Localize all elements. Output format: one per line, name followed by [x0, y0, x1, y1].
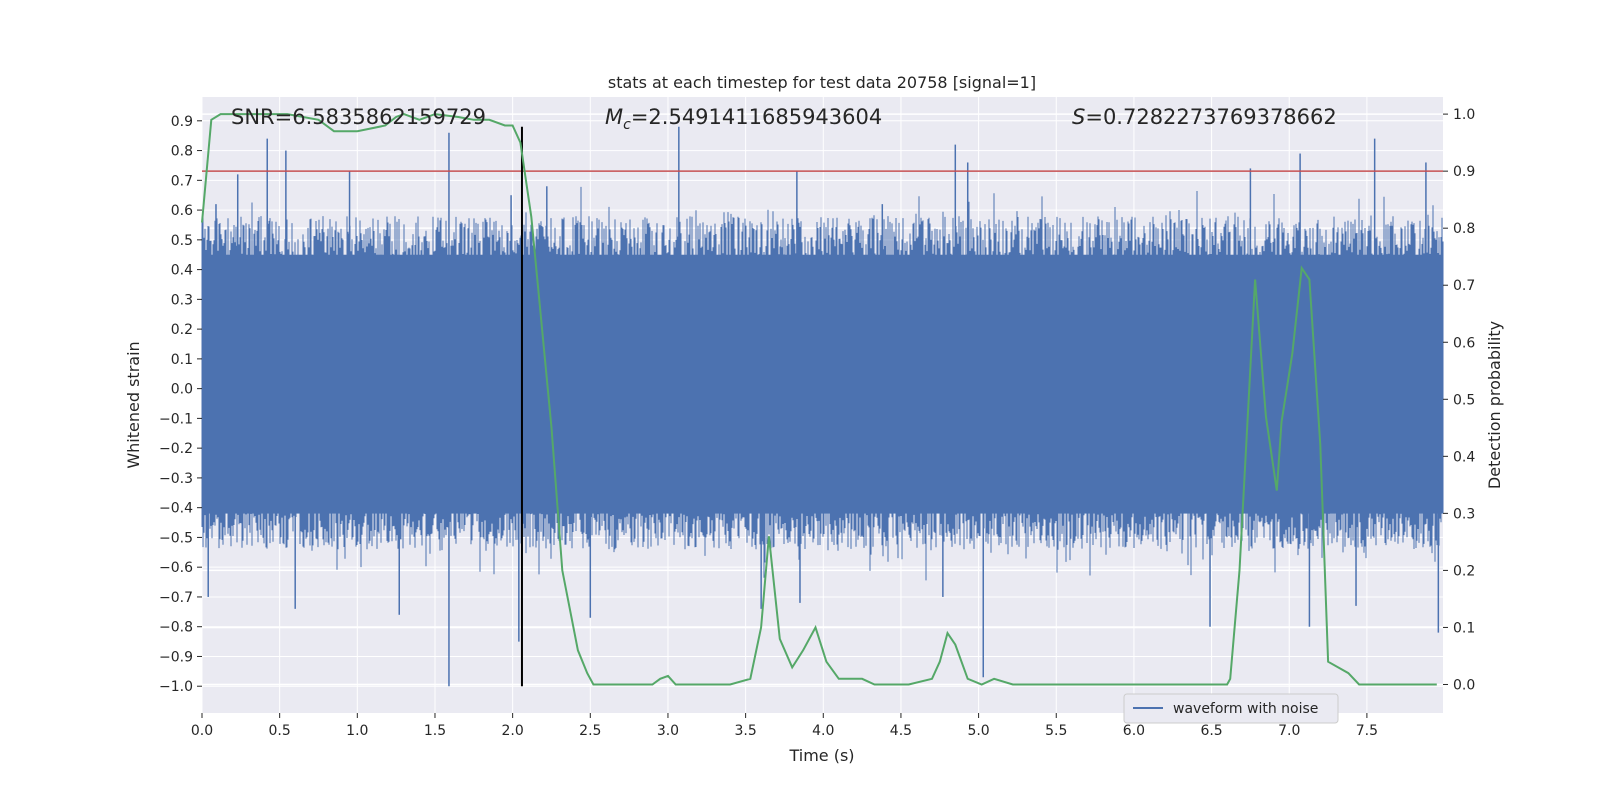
- y2-tick-label: 0.4: [1453, 449, 1475, 465]
- x-tick-label: 5.5: [1045, 723, 1067, 739]
- x-tick-label: 3.5: [734, 723, 756, 739]
- x-tick-label: 2.0: [502, 723, 524, 739]
- y2-tick-label: 0.1: [1453, 620, 1475, 636]
- x-tick-label: 7.0: [1278, 723, 1300, 739]
- s-symbol: S: [1072, 105, 1085, 129]
- waveform-with-noise-series: [201, 126, 1444, 687]
- y-tick-label: 0.5: [171, 233, 193, 249]
- y-tick-label: −0.1: [159, 411, 193, 427]
- x-tick-label: 4.5: [890, 723, 912, 739]
- s-value: =0.7282273769378662: [1085, 105, 1336, 129]
- x-axis-ticks: 0.0 0.5 1.0 1.5 2.0 2.5 3.0 3.5 4.0 4.5 5.0 5.5 6.0 6…: [191, 713, 1378, 739]
- s-annotation: S=0.7282273769378662: [1072, 105, 1337, 129]
- x-tick-label: 5.0: [967, 723, 989, 739]
- legend-box: [1123, 693, 1339, 724]
- y2-tick-label: 0.9: [1453, 164, 1475, 180]
- y-axis-ticks: 0.9 0.8 0.7 0.6 0.5 0.4 0.3 0.2 0.1 0.0 −0.1 −0.2 −0…: [159, 114, 202, 695]
- y-tick-label: −0.2: [159, 441, 193, 457]
- x-tick-label: 2.5: [579, 723, 601, 739]
- chirp-mass-annotation: Mc=2.5491411685943604: [605, 105, 882, 133]
- y2-tick-label: 0.3: [1453, 506, 1475, 522]
- snr-annotation: SNR=6.5835862159729: [231, 105, 486, 129]
- y-tick-label: 0.7: [171, 173, 193, 189]
- y2-tick-label: 0.7: [1453, 278, 1475, 294]
- y-tick-label: −0.8: [159, 620, 193, 636]
- y-tick-label: −0.9: [159, 649, 193, 665]
- y-tick-label: 0.0: [171, 382, 193, 398]
- x-tick-label: 0.0: [191, 723, 213, 739]
- y-tick-label: 0.4: [171, 263, 193, 279]
- detection-probability-line: [201, 113, 1437, 686]
- x-tick-label: 3.0: [657, 723, 679, 739]
- y2-tick-label: 1.0: [1453, 107, 1475, 123]
- legend-label: waveform with noise: [1173, 701, 1318, 717]
- y2-axis-label: Detection probability: [1485, 321, 1504, 489]
- x-tick-label: 4.0: [812, 723, 834, 739]
- y2-tick-label: 0.5: [1453, 392, 1475, 408]
- x-tick-label: 1.5: [424, 723, 446, 739]
- y-tick-label: 0.6: [171, 203, 193, 219]
- x-tick-label: 0.5: [269, 723, 291, 739]
- chirp-mass-subscript: c: [623, 117, 631, 133]
- x-axis-label: Time (s): [788, 746, 854, 765]
- legend: waveform with noise: [1123, 693, 1339, 724]
- x-tick-label: 7.5: [1356, 723, 1378, 739]
- y-axis-label: Whitened strain: [124, 341, 143, 468]
- y2-tick-label: 0.0: [1453, 677, 1475, 693]
- y-tick-label: 0.3: [171, 292, 193, 308]
- y2-axis-ticks: 1.0 0.9 0.8 0.7 0.6 0.5 0.4 0.3 0.2 0.1 0.0: [1443, 107, 1475, 693]
- y-tick-label: 0.1: [171, 352, 193, 368]
- chart-title: stats at each timestep for test data 207…: [608, 73, 1036, 92]
- x-tick-label: 6.0: [1123, 723, 1145, 739]
- y-tick-label: −0.4: [159, 501, 193, 517]
- x-tick-label: 1.0: [346, 723, 368, 739]
- y-tick-label: −0.5: [159, 530, 193, 546]
- y2-tick-label: 0.2: [1453, 563, 1475, 579]
- y2-tick-label: 0.6: [1453, 335, 1475, 351]
- y-tick-label: −0.7: [159, 590, 193, 606]
- y-tick-label: −0.6: [159, 560, 193, 576]
- chirp-mass-value: =2.5491411685943604: [631, 105, 882, 129]
- y-tick-label: 0.9: [171, 114, 193, 130]
- waveform-noise-trace: [201, 186, 1444, 581]
- y-tick-label: −1.0: [159, 679, 193, 695]
- chirp-mass-symbol: M: [605, 105, 623, 129]
- y2-tick-label: 0.8: [1453, 221, 1475, 237]
- x-tick-label: 6.5: [1200, 723, 1222, 739]
- y-tick-label: 0.2: [171, 322, 193, 338]
- y-tick-label: 0.8: [171, 144, 193, 160]
- y-tick-label: −0.3: [159, 471, 193, 487]
